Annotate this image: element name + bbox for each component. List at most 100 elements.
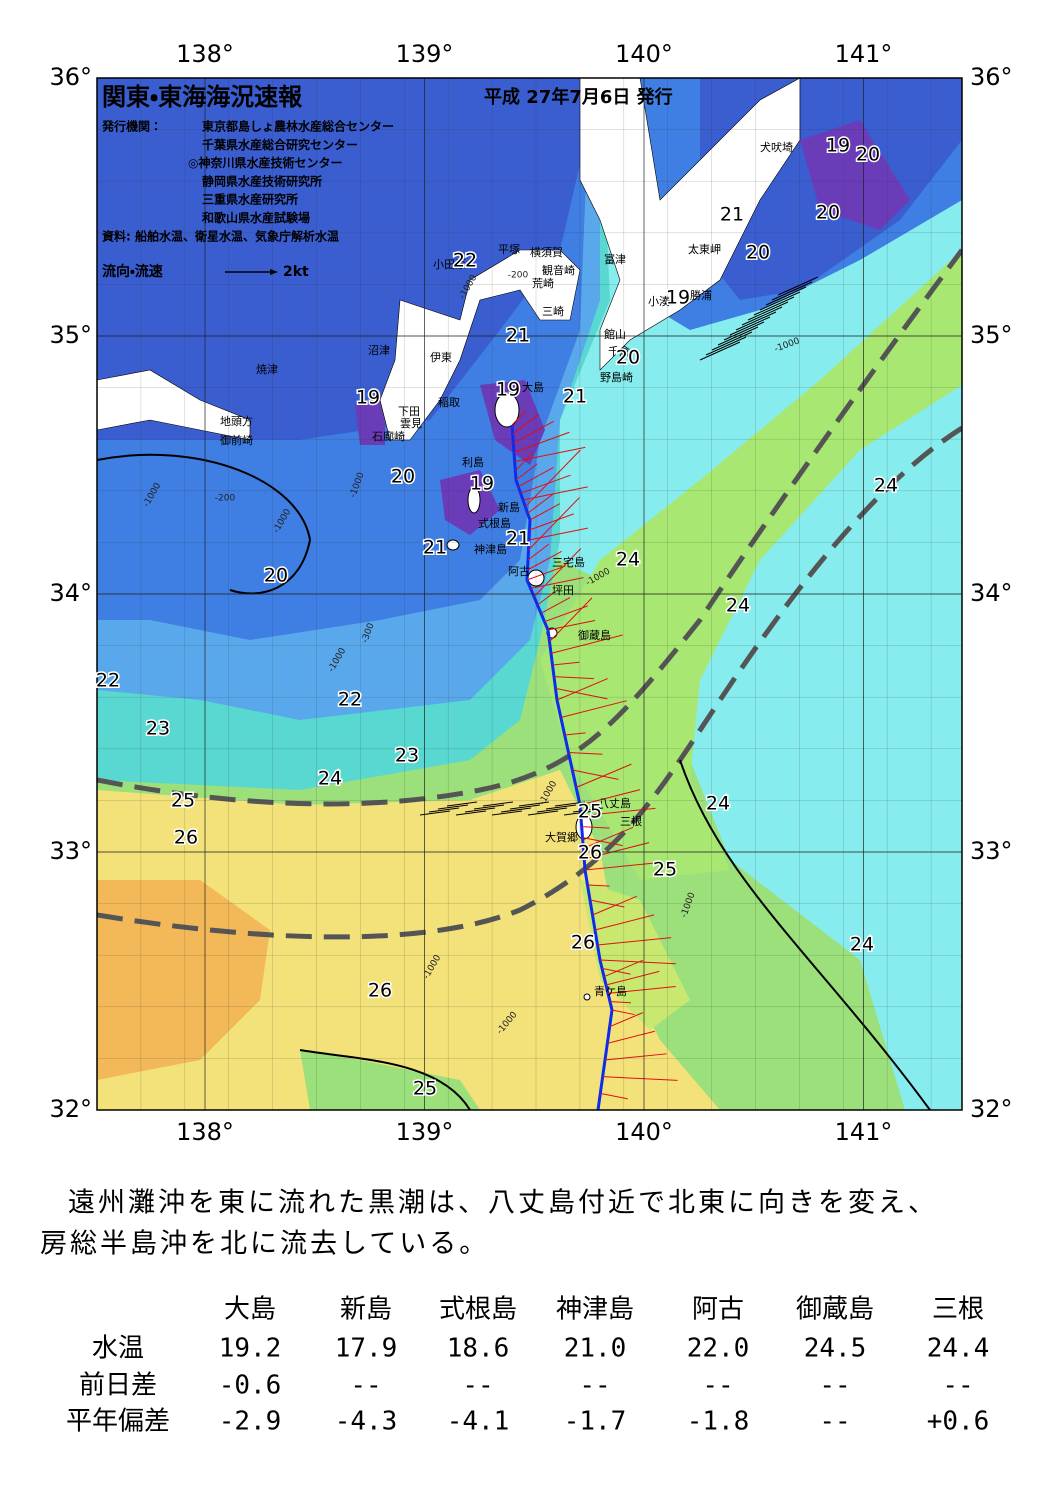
- contour-label: 24: [616, 549, 640, 571]
- island: [494, 392, 520, 428]
- table-cell: 19.2: [219, 1334, 282, 1364]
- current-vector: [512, 413, 540, 435]
- legend-arrow-head: [270, 269, 278, 275]
- current-vector: [705, 336, 747, 356]
- zone-green-band: [540, 250, 962, 880]
- current-vector: [550, 634, 623, 654]
- current-vector: [527, 543, 550, 561]
- issuer: 三重県水産研究所: [202, 192, 298, 207]
- land: [379, 249, 581, 441]
- table-cell: --: [819, 1407, 850, 1437]
- place-name: 三根: [620, 815, 642, 828]
- place-name: 新島: [498, 500, 520, 514]
- current-vector: [572, 807, 604, 813]
- place-name: 御前崎: [220, 433, 253, 447]
- issuer: 千葉県水産総合研究センター: [202, 137, 358, 152]
- table-cell: --: [462, 1371, 493, 1401]
- issuer: ◎神奈川県水産技術センター: [188, 155, 342, 170]
- row-label: 前日差: [79, 1371, 157, 1401]
- current-vector: [611, 1009, 635, 1016]
- issuer: 東京都島しょ農林水産総合センター: [202, 119, 394, 134]
- contour: [97, 453, 312, 595]
- contour-label: 24: [726, 595, 750, 617]
- summary-line: 房総半島沖を北に流去している。: [40, 1229, 489, 1260]
- current-vector: [518, 801, 550, 807]
- zone-purple: [800, 120, 910, 230]
- current-vector: [777, 276, 819, 296]
- table-cell: 17.9: [335, 1334, 398, 1364]
- place-name: 稲取: [438, 396, 460, 409]
- current-vector: [513, 431, 570, 453]
- place-name: 観音崎: [542, 263, 575, 277]
- island: [467, 486, 481, 514]
- lon-label: 140°: [615, 1118, 673, 1146]
- current-vector: [564, 732, 586, 736]
- island: [583, 993, 591, 1001]
- current-vector: [473, 804, 505, 810]
- current-vector: [513, 420, 554, 444]
- place-name: 阿古: [508, 565, 530, 578]
- current-vector: [428, 807, 460, 813]
- title: 関東・東海海況速報: [102, 83, 303, 111]
- contour-label: 23: [395, 745, 419, 767]
- lat-label: 35°: [49, 321, 92, 349]
- map-labels: 138° 138° 139° 139° 140° 140° 141° 141° 36° 36° 35…: [49, 40, 1012, 1146]
- current-vector: [604, 1053, 667, 1061]
- lon-label: 138°: [176, 1118, 234, 1146]
- current-vector: [735, 311, 777, 331]
- issue-date: 平成 27年7月6日 発行: [484, 86, 673, 108]
- contour-label: 25: [171, 790, 195, 812]
- place-name: 太東岬: [688, 242, 721, 256]
- sea-temperature-map: [97, 78, 962, 1110]
- place-name: 小湊: [648, 294, 670, 308]
- place-name: 沼津: [368, 343, 390, 357]
- place-name: 横須賀: [530, 245, 563, 259]
- current-vector: [723, 321, 765, 341]
- current-vector: [605, 970, 660, 986]
- current-vector: [600, 1092, 628, 1100]
- current-vector: [528, 527, 588, 541]
- current-vector: [607, 1030, 655, 1044]
- current-vector: [587, 884, 610, 887]
- current-vector: [464, 807, 496, 813]
- table-cell: 18.6: [447, 1334, 510, 1364]
- place-name: 御蔵島: [578, 628, 611, 642]
- place-name: 地頭方: [220, 414, 253, 428]
- current-vector: [533, 548, 582, 598]
- place-name: 勝浦: [690, 288, 712, 302]
- lat-label: 34°: [49, 579, 92, 607]
- contour-label: 19: [496, 379, 520, 401]
- table-cell: --: [579, 1371, 610, 1401]
- place-name: 大島: [522, 380, 544, 394]
- lon-label: 141°: [835, 1118, 893, 1146]
- lon-label: 141°: [835, 40, 893, 68]
- row-label: 水温: [92, 1334, 144, 1364]
- lat-label: 35°: [970, 321, 1013, 349]
- table-cell: -1.7: [564, 1407, 627, 1437]
- table-cell: -0.6: [219, 1371, 282, 1401]
- place-name: 三崎: [542, 304, 564, 318]
- current-vector: [530, 577, 584, 589]
- current-vector: [509, 804, 541, 810]
- current-vector: [563, 810, 595, 816]
- current-vector: [609, 1001, 631, 1004]
- column-header: 大島: [224, 1295, 276, 1325]
- current-vector: [515, 463, 538, 481]
- table-cell: --: [702, 1371, 733, 1401]
- current-vector: [584, 862, 654, 871]
- contour-label: 24: [706, 793, 730, 815]
- current-vector: [575, 763, 632, 788]
- column-header: 新島: [340, 1295, 392, 1325]
- current-vector: [491, 810, 523, 816]
- current-vector: [536, 807, 568, 813]
- kuroshio-boundary: [97, 425, 962, 940]
- issuer: 静岡県水産技術研究所: [202, 173, 322, 188]
- contour-label: 20: [856, 144, 880, 166]
- current-vector: [549, 597, 593, 643]
- current-vector: [527, 493, 554, 514]
- contour-label: 26: [368, 980, 392, 1002]
- contour-label: 23: [146, 718, 170, 740]
- current-vector: [580, 807, 656, 817]
- contour-label: 21: [506, 325, 530, 347]
- row-label: 平年偏差: [66, 1407, 170, 1437]
